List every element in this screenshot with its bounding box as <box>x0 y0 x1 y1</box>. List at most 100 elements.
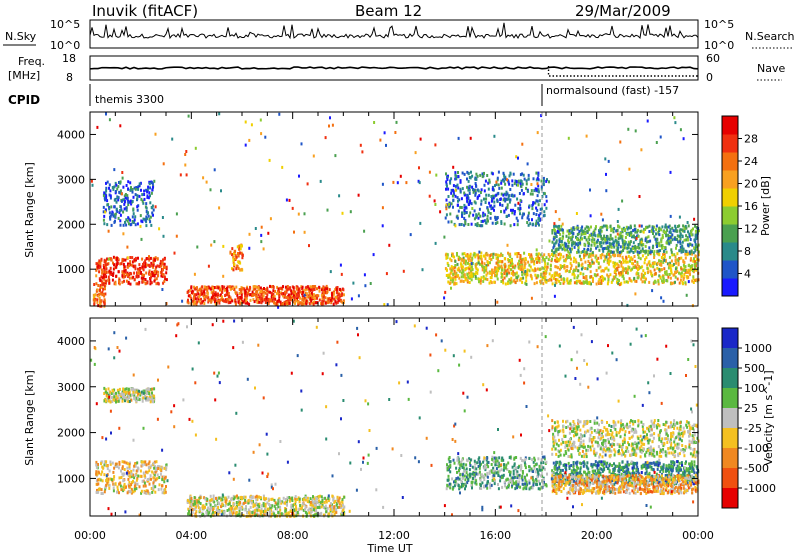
power-cell <box>586 281 589 285</box>
power-cell <box>152 261 155 265</box>
velocity-cell <box>251 511 254 514</box>
power-cell <box>629 259 631 263</box>
power-cell <box>220 298 223 301</box>
power-cell <box>572 272 575 276</box>
power-cell <box>138 269 141 273</box>
power-cell <box>697 258 700 262</box>
velocity-cell <box>277 505 280 509</box>
power-cell <box>242 300 245 304</box>
power-cell <box>535 213 538 216</box>
power-cell <box>308 294 311 298</box>
power-cell <box>445 255 448 259</box>
velocity-cell <box>253 503 256 507</box>
power-cell <box>302 295 305 299</box>
power-cell <box>522 257 525 261</box>
power-cell <box>603 277 606 281</box>
power-cell <box>504 262 507 266</box>
power-cell <box>554 224 557 228</box>
power-cell <box>123 279 125 283</box>
velocity-cell <box>118 482 121 486</box>
velocity-cell <box>221 498 224 502</box>
power-cell <box>470 278 473 282</box>
power-cell <box>530 253 533 257</box>
power-cell <box>667 266 670 270</box>
power-cell <box>489 271 492 275</box>
velocity-cell <box>202 504 205 508</box>
power-cell <box>655 239 658 243</box>
power-cell <box>463 191 466 195</box>
velocity-cell <box>217 509 220 513</box>
velocity-cell <box>188 509 190 513</box>
power-cell <box>102 275 105 279</box>
velocity-cell <box>254 508 257 512</box>
power-cell <box>479 254 482 258</box>
power-cell <box>470 269 472 273</box>
velocity-cell <box>215 496 217 500</box>
power-cell <box>150 281 153 285</box>
power-cell <box>102 287 105 291</box>
power-cell <box>123 274 126 278</box>
power-cell <box>483 268 486 272</box>
power-cell <box>629 224 632 228</box>
power-cell <box>134 193 137 197</box>
power-cell <box>625 260 628 264</box>
power-cell <box>651 246 654 250</box>
power-cell <box>687 230 689 234</box>
power-cell <box>674 275 677 279</box>
power-cell <box>233 288 236 291</box>
power-cell <box>589 214 592 218</box>
power-cell <box>102 218 105 222</box>
station-title: Inuvik (fitACF) <box>92 2 198 20</box>
power-cell <box>639 257 642 261</box>
power-cell <box>221 290 224 294</box>
power-cell <box>504 282 507 286</box>
power-cell <box>116 210 119 214</box>
power-cell <box>523 260 526 264</box>
power-cell <box>616 262 619 266</box>
power-cell <box>151 274 154 278</box>
power-cell <box>682 137 685 141</box>
velocity-cell <box>154 485 157 489</box>
nsky-line <box>89 22 699 40</box>
power-cell <box>154 205 157 209</box>
power-cell <box>475 262 478 266</box>
power-cell <box>678 215 681 219</box>
power-cell <box>237 266 240 270</box>
power-cell <box>104 292 107 296</box>
power-cell <box>631 261 634 265</box>
power-cell <box>691 243 694 247</box>
velocity-cell <box>329 508 332 512</box>
power-cell <box>647 270 650 274</box>
power-cell <box>577 269 580 273</box>
power-cell <box>149 186 152 190</box>
power-cell <box>663 246 666 249</box>
power-cell <box>686 238 689 242</box>
power-cell <box>555 265 558 269</box>
power-cell <box>112 274 115 277</box>
power-cell <box>234 249 237 253</box>
power-cell <box>542 258 545 262</box>
power-cell <box>517 265 520 269</box>
power-cell <box>612 261 615 265</box>
power-cell <box>562 281 565 285</box>
velocity-cell <box>294 500 297 503</box>
power-cell <box>572 240 575 244</box>
power-cell <box>537 203 540 207</box>
power-cell <box>385 143 387 147</box>
power-cell <box>566 265 569 269</box>
power-cell <box>516 219 519 223</box>
power-cell <box>672 229 675 233</box>
power-cell <box>331 296 334 300</box>
velocity-cell <box>228 510 231 514</box>
power-cell <box>564 259 567 263</box>
power-cell <box>203 296 206 300</box>
velocity-cell <box>312 501 315 505</box>
power-cell <box>538 260 541 264</box>
power-cell <box>270 293 273 297</box>
power-cell <box>311 301 313 305</box>
power-cell <box>439 210 442 214</box>
power-colorbar-label: Power [dB] <box>759 176 772 236</box>
power-cell <box>640 243 643 247</box>
velocity-cell <box>304 507 307 511</box>
